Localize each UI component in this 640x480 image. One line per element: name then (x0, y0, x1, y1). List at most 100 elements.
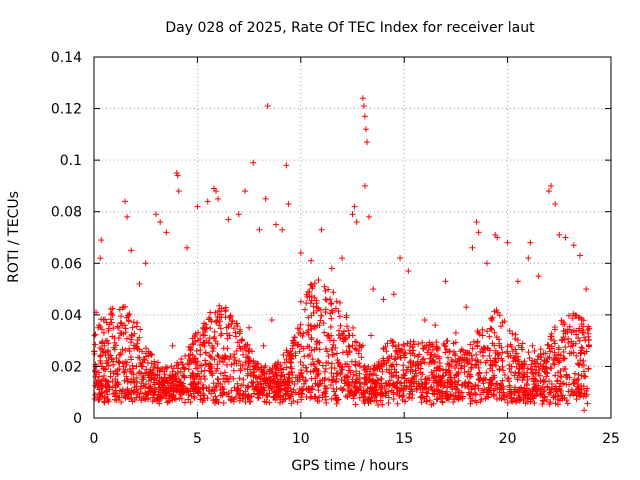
data-point (433, 344, 440, 351)
data-point (237, 387, 244, 394)
data-point (492, 355, 499, 362)
data-point (103, 319, 110, 326)
data-point (134, 345, 141, 352)
data-point (492, 381, 499, 388)
data-point (217, 386, 224, 393)
data-point (234, 339, 241, 346)
data-point (95, 369, 102, 376)
data-point (171, 395, 178, 402)
data-point (390, 380, 397, 387)
data-point (512, 389, 519, 396)
data-point (139, 376, 146, 383)
data-point (145, 377, 152, 384)
data-point (144, 359, 151, 366)
data-point (98, 316, 105, 323)
data-point (301, 380, 308, 387)
data-point (362, 389, 369, 396)
data-point (349, 376, 356, 383)
data-point (150, 392, 157, 399)
data-point (242, 388, 249, 395)
x-tick-label: 10 (292, 431, 310, 447)
data-point (521, 388, 528, 395)
data-point (433, 396, 440, 403)
data-point (525, 255, 532, 262)
data-point (380, 296, 387, 303)
data-point (561, 336, 568, 343)
data-point (133, 374, 140, 381)
data-point (244, 341, 251, 348)
data-point (362, 126, 369, 133)
data-point (124, 213, 131, 220)
data-point (191, 395, 198, 402)
data-point (577, 390, 584, 397)
data-point (124, 385, 131, 392)
data-point (265, 374, 272, 381)
data-point (297, 298, 304, 305)
data-point (278, 372, 285, 379)
data-point (452, 329, 459, 336)
data-point (489, 314, 496, 321)
data-point (185, 366, 192, 373)
data-point (426, 360, 433, 367)
data-point (458, 389, 465, 396)
data-point (407, 350, 414, 357)
data-point (388, 353, 395, 360)
data-point (142, 384, 149, 391)
data-point (511, 388, 518, 395)
data-point (295, 341, 302, 348)
data-point (198, 368, 205, 375)
data-point (233, 320, 240, 327)
data-point (393, 373, 400, 380)
data-point (282, 387, 289, 394)
data-point (206, 384, 213, 391)
data-point (322, 390, 329, 397)
data-point (255, 391, 262, 398)
y-tick-label: 0.1 (60, 153, 82, 169)
data-point (449, 358, 456, 365)
data-point (120, 363, 127, 370)
data-point (393, 361, 400, 368)
data-point (578, 316, 585, 323)
data-point (143, 345, 150, 352)
data-point (285, 392, 292, 399)
data-point (224, 335, 231, 342)
data-point (398, 374, 405, 381)
data-point (103, 378, 110, 385)
data-point (111, 339, 118, 346)
data-point (283, 162, 290, 169)
data-point (294, 325, 301, 332)
data-point (397, 347, 404, 354)
data-point (308, 257, 315, 264)
data-point (408, 378, 415, 385)
data-point (487, 380, 494, 387)
data-point (126, 348, 133, 355)
data-point (307, 395, 314, 402)
data-point (245, 370, 252, 377)
data-point (302, 364, 309, 371)
data-point (208, 364, 215, 371)
data-point (579, 329, 586, 336)
data-point (122, 198, 129, 205)
data-point (234, 380, 241, 387)
data-point (265, 385, 272, 392)
data-point (204, 395, 211, 402)
data-point (553, 386, 560, 393)
data-point (357, 379, 364, 386)
data-point (418, 360, 425, 367)
data-point (567, 392, 574, 399)
data-point (322, 396, 329, 403)
grid-lines (94, 57, 611, 418)
data-point (394, 351, 401, 358)
data-point (542, 364, 549, 371)
data-point (281, 373, 288, 380)
data-point (343, 348, 350, 355)
data-point (550, 355, 557, 362)
data-point (585, 323, 592, 330)
data-point (240, 376, 247, 383)
data-point (126, 310, 133, 317)
data-point (154, 364, 161, 371)
data-point (350, 391, 357, 398)
data-point (116, 359, 123, 366)
data-point (458, 346, 465, 353)
data-point (203, 337, 210, 344)
